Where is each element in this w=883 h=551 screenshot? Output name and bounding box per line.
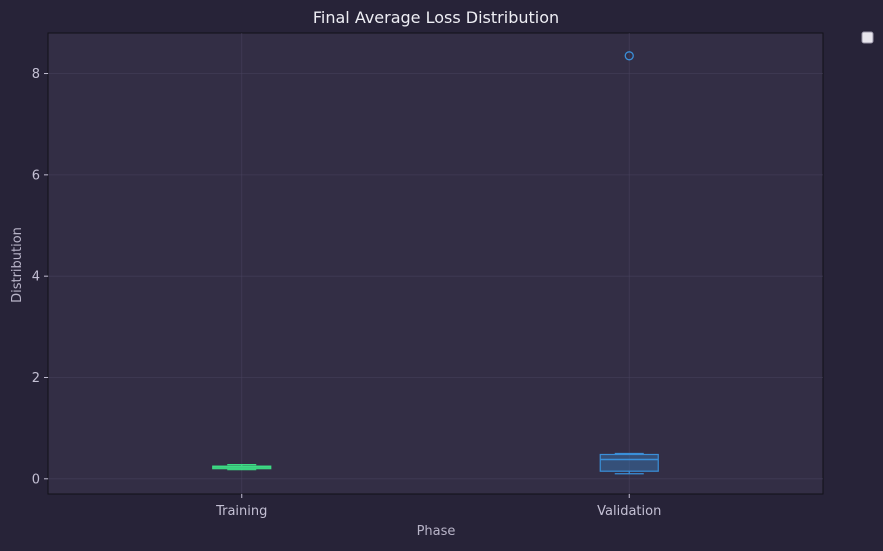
outlier-point — [624, 51, 634, 61]
y-tick-label: 8 — [32, 67, 40, 82]
y-axis-label: Distribution — [10, 227, 25, 303]
box-layer — [212, 51, 659, 475]
box-validation — [599, 51, 659, 475]
plot-area — [47, 32, 824, 495]
chart-title: Final Average Loss Distribution — [313, 8, 559, 27]
y-tick-label: 6 — [32, 168, 40, 183]
y-tick-label: 4 — [32, 270, 40, 285]
x-axis-label: Phase — [417, 524, 456, 539]
grid-layer — [48, 33, 823, 494]
y-tick-label: 2 — [32, 371, 40, 386]
x-tick-label: Training — [215, 504, 267, 519]
y-tick-label: 0 — [32, 472, 40, 487]
tick-layer: 0 2 4 6 8 Training Validation — [32, 67, 662, 519]
legend-box — [861, 31, 874, 44]
box-training — [212, 464, 272, 471]
box-iqr — [599, 453, 659, 472]
x-tick-label: Validation — [597, 504, 661, 519]
